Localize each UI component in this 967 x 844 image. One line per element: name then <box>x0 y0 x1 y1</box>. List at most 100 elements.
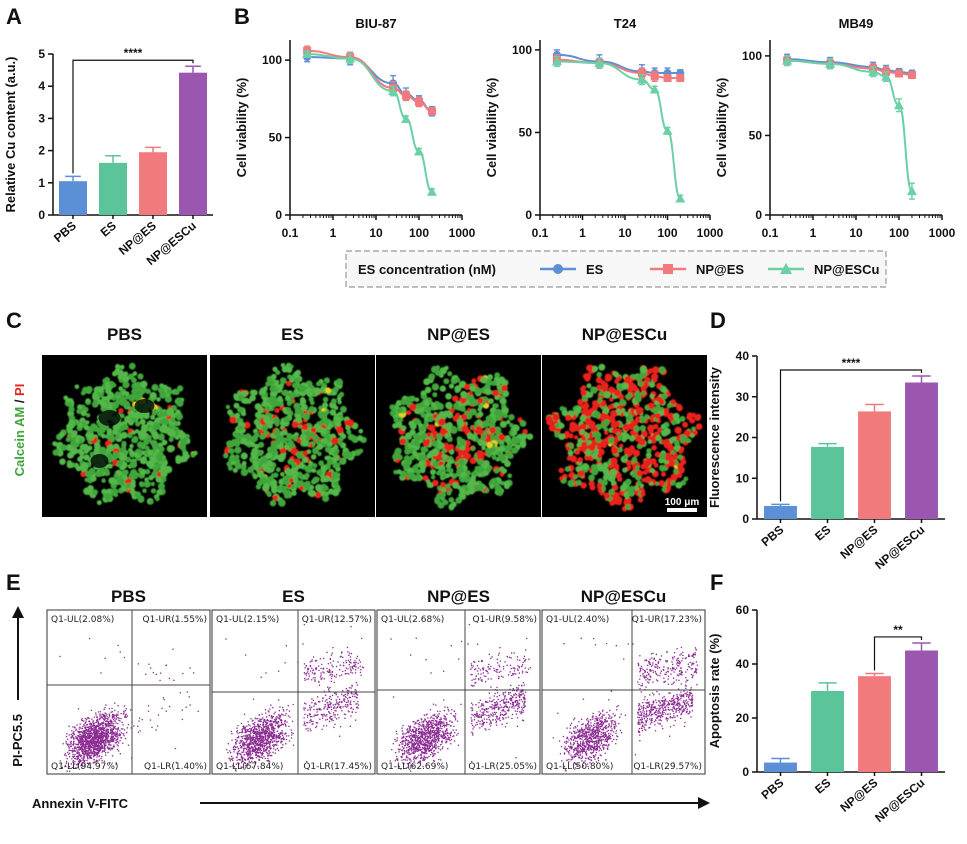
cell <box>499 446 506 453</box>
cell <box>106 488 112 495</box>
cell <box>240 468 249 477</box>
cell <box>117 374 123 380</box>
cell <box>437 501 445 509</box>
cell <box>426 432 432 437</box>
event-dot <box>86 754 88 756</box>
cell <box>406 410 412 416</box>
cell <box>686 412 693 418</box>
event-dot <box>148 663 150 665</box>
x-tick-label: ES <box>812 523 833 544</box>
data-point <box>414 146 424 156</box>
event-dot <box>84 731 86 734</box>
cell <box>336 396 342 402</box>
cell <box>234 462 242 470</box>
cell <box>131 377 137 384</box>
event-dot <box>87 745 89 747</box>
cell <box>291 382 298 389</box>
event-dot <box>105 737 107 739</box>
event-dot <box>110 724 113 726</box>
event-dot <box>244 726 246 728</box>
event-dot <box>66 733 68 735</box>
cell <box>331 398 337 405</box>
cell <box>389 404 396 411</box>
cell <box>68 406 75 413</box>
event-dot <box>99 736 101 738</box>
event-dot <box>113 739 115 741</box>
event-dot <box>271 717 273 720</box>
cell <box>229 416 237 424</box>
cell <box>134 491 142 498</box>
cell <box>396 469 402 475</box>
cell <box>77 422 83 428</box>
flow-plot-title: ES <box>282 587 305 606</box>
event-dot <box>347 700 349 702</box>
event-dot <box>78 728 80 730</box>
cell <box>323 418 330 425</box>
event-dot <box>82 750 84 752</box>
event-dot <box>76 744 79 746</box>
x-tick-label: NP@ESCu <box>872 776 927 826</box>
event-dot <box>109 747 111 749</box>
cell <box>312 463 318 469</box>
event-dot <box>100 747 102 749</box>
cell <box>241 460 247 466</box>
cell <box>584 375 591 382</box>
cell <box>140 469 146 476</box>
event-dot <box>93 759 95 761</box>
event-dot <box>119 733 121 735</box>
event-dot <box>91 732 93 735</box>
cell <box>588 443 596 451</box>
event-dot <box>68 749 70 752</box>
event-dot <box>197 710 199 712</box>
cell <box>140 380 148 388</box>
dark-region <box>98 410 121 426</box>
cell <box>584 417 593 426</box>
event-dot <box>286 709 288 711</box>
cell <box>254 465 260 471</box>
y-tick-label: 4 <box>38 79 45 93</box>
cell <box>488 398 494 404</box>
event-dot <box>81 748 83 751</box>
cell <box>564 466 571 472</box>
cell <box>612 371 619 378</box>
cell <box>265 381 271 387</box>
y-tick-label: 5 <box>38 47 45 61</box>
cell <box>250 442 256 448</box>
cell <box>135 421 141 427</box>
event-dot <box>73 738 75 740</box>
event-dot <box>95 712 97 714</box>
event-dot <box>103 714 105 716</box>
event-dot <box>335 676 337 678</box>
cell <box>499 466 505 472</box>
event-dot <box>107 728 109 731</box>
event-dot <box>312 699 314 701</box>
cell <box>603 386 609 392</box>
cell <box>157 433 165 441</box>
event-dot <box>79 726 81 728</box>
cell <box>121 442 127 449</box>
event-dot <box>89 741 92 743</box>
event-dot <box>63 754 66 756</box>
cell <box>406 472 414 480</box>
cell <box>432 479 439 487</box>
cell <box>74 384 80 390</box>
event-dot <box>78 749 81 751</box>
cell <box>263 416 271 424</box>
event-dot <box>68 734 70 736</box>
event-dot <box>74 750 76 752</box>
cell <box>437 441 445 450</box>
event-dot <box>98 755 100 758</box>
event-dot <box>155 729 157 731</box>
cell <box>156 489 163 496</box>
event-dot <box>82 725 84 728</box>
cell <box>255 423 263 430</box>
cell <box>498 376 506 384</box>
cell <box>623 411 629 417</box>
cell <box>483 470 489 476</box>
cell <box>75 465 82 472</box>
event-dot <box>361 637 363 640</box>
cell <box>579 429 585 435</box>
event-dot <box>95 722 97 724</box>
spheroid-title: NP@ES <box>427 325 490 344</box>
